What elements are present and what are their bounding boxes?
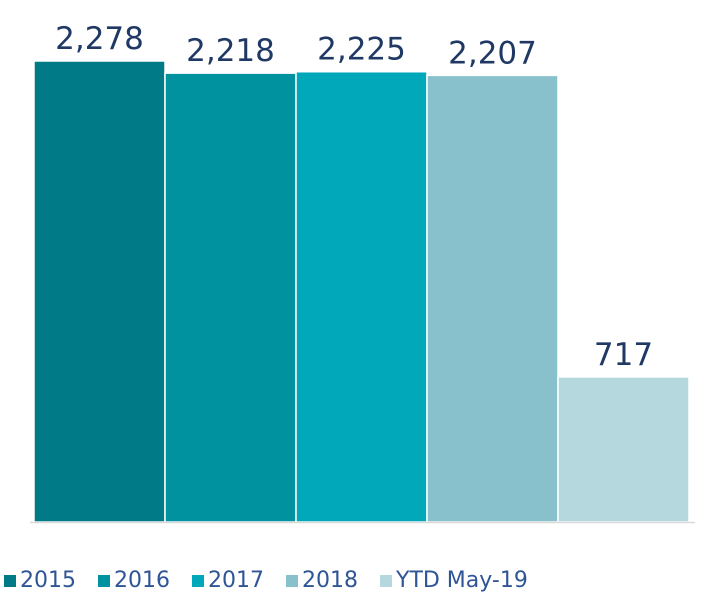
legend-swatch	[380, 575, 392, 587]
value-label: 2,207	[448, 35, 537, 71]
value-label: 2,278	[55, 21, 144, 57]
bar	[33, 60, 166, 523]
legend-label: 2018	[302, 568, 358, 593]
bar	[164, 72, 297, 523]
value-label: 2,225	[317, 32, 406, 68]
legend-label: 2017	[208, 568, 264, 593]
value-label: 2,218	[186, 33, 275, 69]
legend-swatch	[4, 575, 16, 587]
value-label: 717	[594, 337, 653, 373]
legend-swatch	[98, 575, 110, 587]
legend-label: 2016	[114, 568, 170, 593]
bar	[426, 74, 559, 523]
legend-swatch	[286, 575, 298, 587]
legend-swatch	[192, 575, 204, 587]
bar	[557, 376, 690, 523]
bar	[295, 70, 428, 523]
legend-label: 2015	[20, 568, 76, 593]
legend-label: YTD May-19	[395, 568, 528, 593]
